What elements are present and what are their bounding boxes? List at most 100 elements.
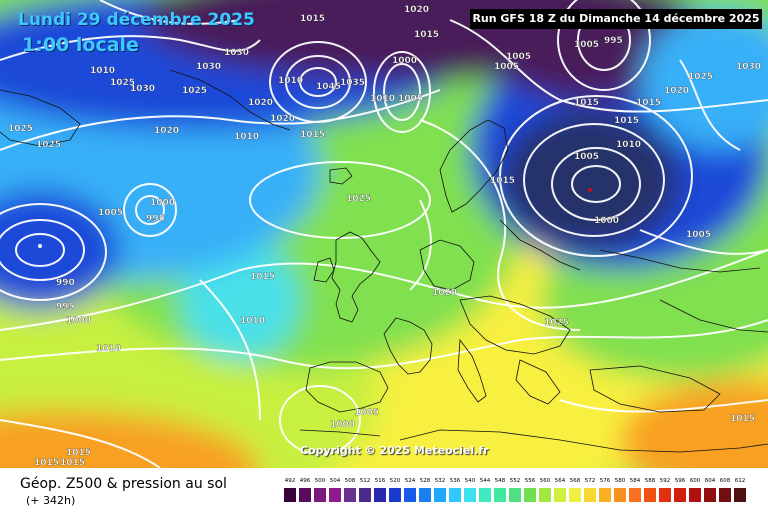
isobar-label: 1020	[664, 86, 689, 96]
isobar-label: 995	[146, 214, 165, 224]
scale-tick-label: 520	[389, 478, 401, 484]
isobar-label: 1025	[346, 194, 371, 204]
scale-swatch	[584, 488, 596, 502]
isobar-label: 1010	[234, 132, 259, 142]
legend-footer: Géop. Z500 & pression au sol (+ 342h) 49…	[0, 468, 768, 512]
isobar-label: 1015	[66, 448, 91, 458]
scale-tick-label: 584	[629, 478, 641, 484]
isobar-label: 1015	[730, 414, 755, 424]
scale-swatch	[734, 488, 746, 502]
isobar-label: 1015	[414, 30, 439, 40]
isobar-label: 1000	[594, 216, 619, 226]
scale-tick-label: 492	[284, 478, 296, 484]
scale-swatch	[449, 488, 461, 502]
scale-swatch	[404, 488, 416, 502]
isobar-label: 1010	[278, 76, 303, 86]
run-info-banner: Run GFS 18 Z du Dimanche 14 décembre 202…	[470, 9, 762, 29]
isobar-label: 1015	[60, 458, 85, 468]
scale-swatch	[719, 488, 731, 502]
isobar-label: 1030	[130, 84, 155, 94]
isobar-label: 1005	[574, 152, 599, 162]
isobar-label: 1025	[36, 140, 61, 150]
scale-tick-label: 524	[404, 478, 416, 484]
isobar-label: 1015	[34, 458, 59, 468]
scale-tick-label: 544	[479, 478, 491, 484]
scale-tick-label: 496	[299, 478, 311, 484]
isobar-label: 1015	[300, 14, 325, 24]
scale-tick-label: 528	[419, 478, 431, 484]
scale-swatch	[524, 488, 536, 502]
scale-tick-label: 564	[554, 478, 566, 484]
isobar-label: 1010	[240, 316, 265, 326]
scale-swatch	[644, 488, 656, 502]
scale-swatch	[554, 488, 566, 502]
isobar-label: 1015	[574, 98, 599, 108]
scale-swatch	[299, 488, 311, 502]
isobar-label: 1005	[354, 408, 379, 418]
isobars	[0, 0, 768, 468]
isobar-label: 1005	[494, 62, 519, 72]
scale-tick-label: 572	[584, 478, 596, 484]
scale-swatch	[704, 488, 716, 502]
isobar-label: 1015	[614, 116, 639, 126]
scale-tick-label: 532	[434, 478, 446, 484]
scale-tick-label: 600	[689, 478, 701, 484]
isobar-label: 1005	[506, 52, 531, 62]
forecast-date: Lundi 29 décembre 2025	[18, 10, 255, 30]
scale-tick-label: 512	[359, 478, 371, 484]
scale-swatch	[599, 488, 611, 502]
scale-swatch	[689, 488, 701, 502]
isobar-label: 1005	[686, 230, 711, 240]
scale-swatch	[314, 488, 326, 502]
scale-tick-label: 588	[644, 478, 656, 484]
isobar-label: 990	[56, 278, 75, 288]
scale-tick-label: 576	[599, 478, 611, 484]
scale-tick-label: 568	[569, 478, 581, 484]
scale-tick-label: 536	[449, 478, 461, 484]
scale-swatch	[374, 488, 386, 502]
scale-tick-label: 596	[674, 478, 686, 484]
scale-swatch	[569, 488, 581, 502]
scale-tick-label: 560	[539, 478, 551, 484]
lead-time: (+ 342h)	[26, 494, 76, 507]
isobar-label: 1005	[398, 94, 423, 104]
scale-tick-label: 552	[509, 478, 521, 484]
product-title: Géop. Z500 & pression au sol	[20, 476, 227, 492]
scale-swatch	[389, 488, 401, 502]
scale-tick-label: 612	[734, 478, 746, 484]
isobar-label: 1025	[688, 72, 713, 82]
scale-tick-label: 556	[524, 478, 536, 484]
scale-swatch	[539, 488, 551, 502]
isobar-label: 1015	[636, 98, 661, 108]
isobar-label: 1035	[340, 78, 365, 88]
isobar-label: 1030	[224, 48, 249, 58]
isobar-label: 995	[604, 36, 623, 46]
scale-tick-label: 516	[374, 478, 386, 484]
isobar-label: 1000	[150, 198, 175, 208]
scale-swatch	[674, 488, 686, 502]
copyright-text: Copyright © 2025 Meteociel.fr	[300, 444, 489, 457]
isobar-label: 1015	[490, 176, 515, 186]
scale-tick-label: 604	[704, 478, 716, 484]
low-centers	[38, 188, 592, 248]
scale-swatch	[359, 488, 371, 502]
scale-tick-label: 592	[659, 478, 671, 484]
isobar-label: 1000	[66, 316, 91, 326]
scale-tick-label: 580	[614, 478, 626, 484]
isobar-label: 1010	[90, 66, 115, 76]
scale-tick-label: 540	[464, 478, 476, 484]
scale-swatch	[419, 488, 431, 502]
isobar-label: 1000	[330, 420, 355, 430]
isobar-label: 1015	[300, 130, 325, 140]
scale-swatch	[464, 488, 476, 502]
isobar-label: 1020	[404, 5, 429, 15]
isobar-label: 1005	[574, 40, 599, 50]
isobar-label: 1010	[616, 140, 641, 150]
scale-swatch	[284, 488, 296, 502]
scale-swatch	[629, 488, 641, 502]
scale-tick-label: 500	[314, 478, 326, 484]
scale-tick-label: 508	[344, 478, 356, 484]
isobar-label: 1000	[392, 56, 417, 66]
